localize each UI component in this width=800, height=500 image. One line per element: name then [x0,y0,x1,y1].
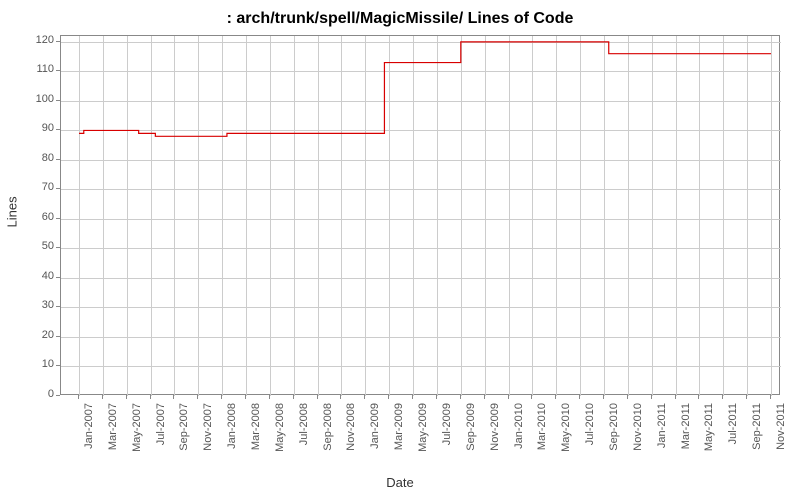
x-tick-label: Jul-2007 [155,403,167,463]
x-tick-label: Nov-2010 [632,403,644,463]
y-tick-label: 100 [24,93,54,105]
x-tick-mark [78,395,79,399]
y-tick-label: 10 [24,358,54,370]
y-tick-label: 20 [24,329,54,341]
y-tick-label: 30 [24,299,54,311]
x-tick-mark [722,395,723,399]
y-tick-label: 80 [24,152,54,164]
x-tick-label: Mar-2009 [393,403,405,463]
x-tick-label: Jul-2010 [584,403,596,463]
x-tick-label: Sep-2011 [751,403,763,463]
x-tick-mark [150,395,151,399]
x-tick-mark [531,395,532,399]
x-tick-mark [627,395,628,399]
x-tick-mark [770,395,771,399]
x-tick-label: Jan-2011 [656,403,668,463]
y-tick-mark [56,306,60,307]
x-tick-label: Sep-2008 [322,403,334,463]
x-tick-label: Jul-2008 [298,403,310,463]
chart-title: : arch/trunk/spell/MagicMissile/ Lines o… [0,0,800,28]
x-tick-label: Nov-2009 [489,403,501,463]
y-tick-label: 40 [24,270,54,282]
x-tick-mark [508,395,509,399]
y-tick-mark [56,159,60,160]
x-tick-mark [364,395,365,399]
x-tick-label: May-2011 [703,403,715,463]
y-tick-label: 90 [24,122,54,134]
x-tick-mark [173,395,174,399]
x-tick-label: Sep-2007 [178,403,190,463]
x-tick-label: Nov-2007 [202,403,214,463]
y-tick-mark [56,188,60,189]
x-tick-label: Nov-2008 [345,403,357,463]
y-tick-mark [56,41,60,42]
x-tick-mark [102,395,103,399]
x-tick-mark [388,395,389,399]
x-tick-mark [651,395,652,399]
y-tick-label: 110 [24,63,54,75]
data-series-line [61,36,781,396]
x-tick-label: May-2009 [417,403,429,463]
x-tick-label: Mar-2011 [680,403,692,463]
x-tick-mark [245,395,246,399]
x-tick-mark [460,395,461,399]
x-tick-mark [484,395,485,399]
y-tick-mark [56,247,60,248]
y-tick-mark [56,395,60,396]
x-tick-label: May-2008 [274,403,286,463]
y-tick-mark [56,218,60,219]
x-tick-mark [412,395,413,399]
y-tick-label: 60 [24,211,54,223]
x-tick-label: Jul-2011 [727,403,739,463]
x-tick-mark [197,395,198,399]
y-tick-mark [56,129,60,130]
x-tick-label: Nov-2011 [775,403,787,463]
x-tick-label: Sep-2010 [608,403,620,463]
x-tick-mark [340,395,341,399]
y-tick-mark [56,365,60,366]
x-tick-label: Jul-2009 [441,403,453,463]
x-tick-label: Jan-2009 [369,403,381,463]
x-tick-label: Jan-2008 [226,403,238,463]
x-tick-mark [126,395,127,399]
x-tick-mark [317,395,318,399]
x-tick-mark [293,395,294,399]
y-axis-label: Lines [5,208,20,228]
plot-area [60,35,780,395]
x-tick-label: Jan-2010 [513,403,525,463]
x-tick-label: Jan-2007 [83,403,95,463]
x-tick-mark [221,395,222,399]
x-tick-label: Mar-2008 [250,403,262,463]
y-tick-label: 50 [24,240,54,252]
x-tick-label: Mar-2007 [107,403,119,463]
y-tick-label: 120 [24,34,54,46]
x-tick-mark [269,395,270,399]
title-prefix: : [227,10,237,27]
x-tick-mark [698,395,699,399]
x-tick-mark [436,395,437,399]
y-tick-mark [56,70,60,71]
y-tick-mark [56,336,60,337]
x-axis-label: Date [0,475,800,490]
x-tick-label: Mar-2010 [536,403,548,463]
y-tick-label: 70 [24,181,54,193]
x-tick-mark [675,395,676,399]
x-tick-label: May-2007 [131,403,143,463]
y-tick-mark [56,100,60,101]
x-tick-mark [746,395,747,399]
x-tick-mark [603,395,604,399]
loc-chart: : arch/trunk/spell/MagicMissile/ Lines o… [0,0,800,500]
y-tick-mark [56,277,60,278]
x-tick-mark [555,395,556,399]
x-tick-mark [579,395,580,399]
y-tick-label: 0 [24,388,54,400]
x-tick-label: Sep-2009 [465,403,477,463]
title-text: arch/trunk/spell/MagicMissile/ Lines of … [236,10,573,27]
x-tick-label: May-2010 [560,403,572,463]
